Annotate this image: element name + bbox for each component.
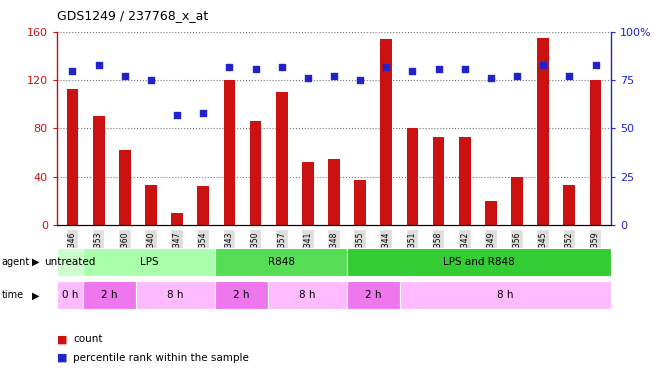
Text: GDS1249 / 237768_x_at: GDS1249 / 237768_x_at: [57, 9, 208, 22]
Point: [329, 73, 339, 79]
Bar: [276, 92, 288, 225]
Bar: [197, 186, 209, 225]
Point: [564, 73, 574, 79]
Text: ▶: ▶: [32, 290, 39, 300]
Point: [303, 75, 313, 81]
Text: 8 h: 8 h: [168, 290, 184, 300]
Bar: [347, 281, 400, 309]
Text: time: time: [1, 290, 23, 300]
Bar: [511, 177, 523, 225]
Text: agent: agent: [1, 256, 29, 267]
Bar: [407, 128, 418, 225]
Text: 2 h: 2 h: [102, 290, 118, 300]
Bar: [57, 248, 84, 276]
Bar: [215, 281, 268, 309]
Point: [94, 62, 104, 68]
Text: LPS: LPS: [140, 256, 158, 267]
Text: 8 h: 8 h: [299, 290, 316, 300]
Point: [172, 112, 182, 118]
Bar: [302, 162, 314, 225]
Text: 2 h: 2 h: [365, 290, 382, 300]
Point: [512, 73, 522, 79]
Point: [146, 77, 156, 83]
Point: [198, 110, 208, 116]
Bar: [433, 137, 444, 225]
Bar: [171, 213, 183, 225]
Bar: [328, 159, 340, 225]
Bar: [93, 116, 104, 225]
Text: 2 h: 2 h: [233, 290, 250, 300]
Bar: [250, 121, 261, 225]
Bar: [354, 180, 366, 225]
Point: [120, 73, 130, 79]
Text: R848: R848: [268, 256, 295, 267]
Bar: [459, 137, 471, 225]
Point: [277, 64, 287, 70]
Bar: [537, 38, 549, 225]
Point: [224, 64, 234, 70]
Bar: [564, 185, 575, 225]
Bar: [119, 150, 131, 225]
Bar: [347, 248, 611, 276]
Point: [591, 62, 601, 68]
Text: percentile rank within the sample: percentile rank within the sample: [73, 353, 249, 363]
Point: [67, 68, 77, 74]
Point: [250, 66, 261, 72]
Point: [538, 62, 548, 68]
Bar: [485, 201, 497, 225]
Text: 0 h: 0 h: [62, 290, 78, 300]
Bar: [215, 248, 347, 276]
Bar: [57, 281, 84, 309]
Point: [355, 77, 365, 83]
Point: [486, 75, 496, 81]
Bar: [590, 80, 601, 225]
Text: ▶: ▶: [32, 256, 39, 267]
Text: 8 h: 8 h: [498, 290, 514, 300]
Text: ■: ■: [57, 334, 67, 344]
Text: ■: ■: [57, 353, 67, 363]
Bar: [224, 80, 235, 225]
Bar: [400, 281, 611, 309]
Bar: [84, 248, 215, 276]
Text: untreated: untreated: [44, 256, 96, 267]
Bar: [145, 185, 157, 225]
Point: [460, 66, 470, 72]
Bar: [380, 39, 392, 225]
Bar: [268, 281, 347, 309]
Point: [434, 66, 444, 72]
Bar: [67, 88, 78, 225]
Point: [407, 68, 418, 74]
Text: LPS and R848: LPS and R848: [444, 256, 515, 267]
Text: count: count: [73, 334, 103, 344]
Bar: [136, 281, 215, 309]
Bar: [84, 281, 136, 309]
Point: [381, 64, 391, 70]
